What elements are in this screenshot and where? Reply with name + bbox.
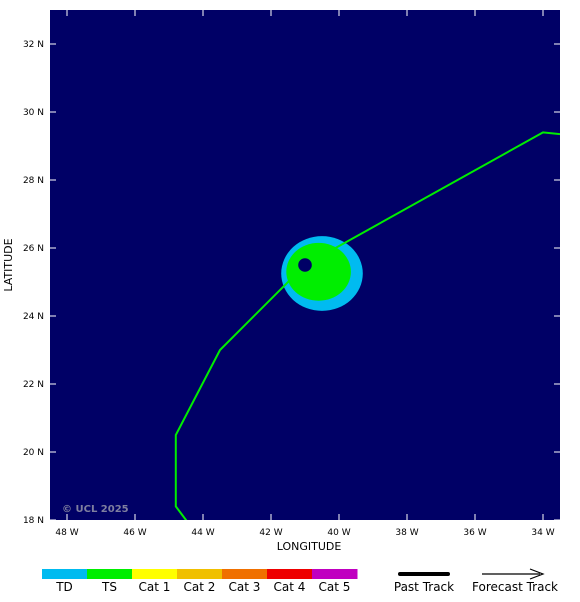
x-axis-title: LONGITUDE <box>277 540 342 553</box>
y-tick-label: 26 N <box>23 244 44 254</box>
y-tick-label: 18 N <box>23 516 44 526</box>
y-tick-label: 30 N <box>23 108 44 118</box>
legend-label-cat3: Cat 3 <box>229 580 261 594</box>
legend-swatch-cat2 <box>177 569 223 579</box>
storm-eye <box>298 258 312 272</box>
forecast-track-label: Forecast Track <box>472 580 558 594</box>
legend-label-ts: TS <box>101 580 117 594</box>
y-tick-label: 22 N <box>23 380 44 390</box>
legend-swatch-cat5 <box>312 569 358 579</box>
legend-label-cat5: Cat 5 <box>319 580 351 594</box>
legend-swatch-ts <box>87 569 133 579</box>
legend-swatch-cat1 <box>132 569 178 579</box>
past-track-label: Past Track <box>394 580 454 594</box>
legend-label-cat2: Cat 2 <box>184 580 216 594</box>
x-tick-label: 36 W <box>463 528 486 538</box>
legend-swatch-cat3 <box>222 569 268 579</box>
x-tick-label: 48 W <box>55 528 78 538</box>
wind-field-ts <box>286 242 351 301</box>
x-tick-label: 38 W <box>395 528 418 538</box>
y-tick-label: 24 N <box>23 312 44 322</box>
y-tick-label: 32 N <box>23 40 44 50</box>
past-track-line <box>174 131 560 520</box>
y-axis-title: LATITUDE <box>2 238 15 291</box>
x-tick-label: 44 W <box>191 528 214 538</box>
x-tick-label: 40 W <box>327 528 350 538</box>
legend-label-td: TD <box>55 580 73 594</box>
legend-label-cat4: Cat 4 <box>274 580 306 594</box>
x-axis-tick-labels: 48 W 46 W 44 W 42 W 40 W 38 W 36 W 34 W <box>55 528 554 538</box>
y-tick-label: 28 N <box>23 176 44 186</box>
x-tick-label: 34 W <box>531 528 554 538</box>
forecast-track-arrow-icon <box>482 568 545 580</box>
y-axis-tick-labels: 18 N 20 N 22 N 24 N 26 N 28 N 30 N 32 N <box>23 40 44 526</box>
y-tick-label: 20 N <box>23 448 44 458</box>
map-legend: TD TS Cat 1 Cat 2 Cat 3 Cat 4 Cat 5 Past… <box>42 568 558 594</box>
x-tick-label: 42 W <box>259 528 282 538</box>
copyright-text: © UCL 2025 <box>62 504 129 515</box>
x-tick-label: 46 W <box>123 528 146 538</box>
axis-tick-marks <box>50 10 560 521</box>
legend-label-cat1: Cat 1 <box>139 580 171 594</box>
legend-swatch-cat4 <box>267 569 313 579</box>
legend-swatch-td <box>42 569 88 579</box>
